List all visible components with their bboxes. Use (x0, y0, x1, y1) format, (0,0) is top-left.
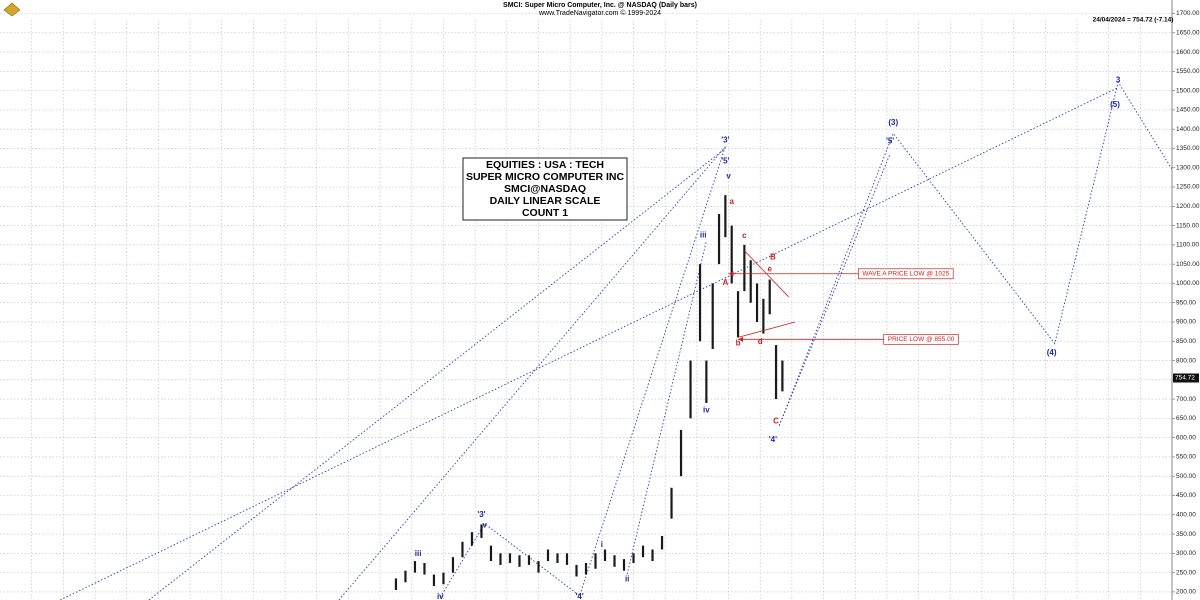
wave-label: i (601, 540, 603, 549)
wave-label: v (726, 172, 731, 181)
y-tick-label: 1100.00 (1176, 242, 1199, 249)
wave-label: (4) (1047, 348, 1057, 357)
price-label-box (858, 268, 954, 280)
info-line: SUPER MICRO COMPUTER INC (466, 171, 625, 183)
y-tick-label: 1450.00 (1176, 107, 1200, 114)
wave-label: iv (437, 592, 444, 600)
grid (0, 13, 1172, 600)
y-tick-label: 250.00 (1176, 569, 1196, 576)
wave-label: C (773, 417, 779, 426)
arrow-head (738, 336, 744, 342)
y-tick-label: 1300.00 (1176, 164, 1200, 171)
wave-label: c (742, 231, 747, 240)
chart-subtitle: www.TradeNavigator.com © 1999-2024 (538, 9, 661, 17)
price-label-box (883, 333, 959, 345)
wave-label: d (758, 337, 763, 346)
y-tick-label: 400.00 (1176, 512, 1196, 519)
wave-label: e (767, 265, 772, 274)
wave-label: v (482, 520, 487, 529)
wave-line (338, 146, 726, 600)
last-price-box (1173, 373, 1199, 383)
info-line: DAILY LINEAR SCALE (490, 195, 601, 207)
y-tick-label: 900.00 (1176, 319, 1196, 326)
wave-label: '3' (721, 135, 729, 144)
y-tick-label: 200.00 (1176, 589, 1196, 596)
wave-label: '4' (576, 592, 584, 600)
wave-label: b (736, 339, 741, 348)
chart-title: SMCI: Super Micro Computer, Inc. @ NASDA… (503, 2, 697, 9)
wave-line (626, 240, 707, 575)
y-tick-label: 800.00 (1176, 357, 1196, 364)
wave-label: iv (703, 405, 710, 414)
price-label: PRICE LOW @ 855.00 (888, 336, 955, 343)
wave-label: a (729, 197, 734, 206)
y-tick-label: 1400.00 (1176, 126, 1200, 133)
y-tick-label: 1650.00 (1176, 29, 1200, 36)
wave-label: iii (700, 231, 707, 240)
info-box: EQUITIES : USA : TECH SUPER MICRO COMPUT… (462, 157, 628, 221)
y-tick-label: 500.00 (1176, 473, 1196, 480)
info-box-frame (462, 157, 628, 221)
trend-line (737, 321, 796, 338)
y-tick-label: 550.00 (1176, 454, 1196, 461)
logo-shape (3, 2, 21, 17)
y-tick-label: 1600.00 (1176, 49, 1200, 56)
y-tick-label: 1050.00 (1176, 261, 1200, 268)
y-tick-label: 1000.00 (1176, 280, 1200, 287)
y-tick-label: 1550.00 (1176, 68, 1200, 75)
wave-label: '3' (477, 510, 485, 519)
y-tick-label: 300.00 (1176, 550, 1196, 557)
y-tick-label: 1150.00 (1176, 222, 1199, 229)
logo (3, 2, 21, 17)
info-line: COUNT 1 (522, 207, 568, 219)
y-tick-label: 350.00 (1176, 531, 1196, 538)
info-line: EQUITIES : USA : TECH (486, 159, 604, 171)
wave-label: B (770, 253, 776, 262)
wave-line (148, 148, 726, 600)
y-tick-label: 1250.00 (1176, 184, 1200, 191)
y-tick-label: 600.00 (1176, 434, 1196, 441)
plot-area (59, 80, 1172, 600)
arrow-head (728, 271, 734, 277)
y-tick-label: 1700.00 (1176, 10, 1200, 17)
y-tick-label: 1500.00 (1176, 87, 1200, 94)
last-price-label: 754.72 (1175, 375, 1195, 382)
y-tick-label: 1200.00 (1176, 203, 1200, 210)
info-line: SMCI@NASDAQ (504, 183, 586, 195)
wave-label: (3) (888, 118, 898, 127)
wave-label: '4' (769, 435, 777, 444)
y-tick-label: 1350.00 (1176, 145, 1200, 152)
wave-line (439, 146, 726, 598)
wave-label: 3 (1116, 75, 1121, 84)
last-quote: 24/04/2024 = 754.72 (-7.14) (1093, 17, 1174, 24)
y-tick-label: 950.00 (1176, 299, 1196, 306)
wave-label: iii (415, 549, 422, 558)
price-axis: 200.00 250.00 300.00 350.00 400.00 450.00 500.… (1172, 10, 1200, 596)
wave-label: A (722, 278, 728, 287)
wave-line (778, 80, 1172, 426)
wave-label: (5) (1110, 100, 1120, 109)
wave-label: '5' (721, 156, 729, 165)
price-label: WAVE A PRICE LOW @ 1025 (862, 270, 949, 277)
y-tick-label: 850.00 (1176, 338, 1196, 345)
y-tick-label: 700.00 (1176, 396, 1196, 403)
wave-label: '5' (886, 137, 894, 146)
y-tick-label: 650.00 (1176, 415, 1196, 422)
wave-label: ii (625, 574, 629, 583)
y-tick-label: 450.00 (1176, 492, 1196, 499)
